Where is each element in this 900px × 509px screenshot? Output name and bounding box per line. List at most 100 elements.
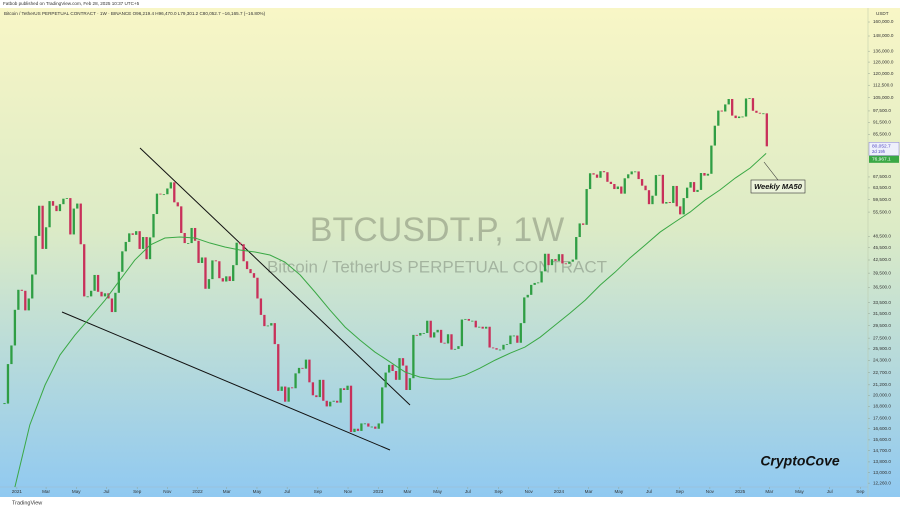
x-tick-label: Jul xyxy=(827,489,833,494)
candle-body xyxy=(474,320,477,328)
x-tick-label: Mar xyxy=(403,489,411,494)
candle-body xyxy=(83,244,86,297)
x-tick-label: Mar xyxy=(223,489,231,494)
candle-body xyxy=(651,195,654,205)
candle-body xyxy=(439,329,443,343)
candle-body xyxy=(415,334,418,336)
candle-body xyxy=(10,345,13,365)
candle-body xyxy=(13,309,17,346)
y-tick-label: 31,500.0 xyxy=(873,311,891,316)
candle-body xyxy=(699,173,703,190)
candle-body xyxy=(481,326,484,329)
candle-body xyxy=(183,232,186,244)
x-tick-label: Sep xyxy=(494,489,503,494)
candle-body xyxy=(446,334,450,344)
candle-body xyxy=(249,269,252,274)
candle-body xyxy=(536,282,540,284)
y-tick-label: 21,200.0 xyxy=(873,382,891,387)
candle-body xyxy=(588,173,592,190)
y-tick-label: 18,800.0 xyxy=(873,404,891,409)
candle-body xyxy=(748,98,751,99)
candle-body xyxy=(363,423,367,425)
candle-body xyxy=(131,233,134,235)
candle-body xyxy=(464,318,467,320)
y-tick-label: 91,500.0 xyxy=(873,120,891,125)
candle-body xyxy=(512,335,516,337)
countdown-label: 2d 19h xyxy=(872,149,886,154)
y-tick-label: 85,500.0 xyxy=(873,132,891,137)
y-tick-label: 136,000.0 xyxy=(873,48,894,53)
y-tick-label: 16,600.0 xyxy=(873,426,891,431)
callout-box xyxy=(750,179,806,194)
last-price-label: 80,052.7 xyxy=(872,144,891,150)
candle-body xyxy=(308,359,311,383)
y-tick-label: 14,700.0 xyxy=(873,448,891,453)
candle-body xyxy=(519,323,522,343)
author-watermark: CryptoCove xyxy=(760,453,840,469)
y-tick-label: 48,500.0 xyxy=(873,234,891,239)
x-tick-label: May xyxy=(614,489,623,494)
candle-body xyxy=(419,332,422,336)
candle-body xyxy=(758,112,762,114)
candle-body xyxy=(377,423,380,429)
candle-body xyxy=(356,428,360,431)
candle-body xyxy=(737,116,741,119)
candle-body xyxy=(232,265,235,282)
candle-body xyxy=(405,365,408,390)
candle-body xyxy=(703,173,706,176)
candle-body xyxy=(100,291,103,297)
candle-body xyxy=(336,400,339,403)
candle-body xyxy=(530,284,533,295)
x-tick-label: May xyxy=(795,489,804,494)
candle-body xyxy=(422,332,425,334)
candle-body xyxy=(114,292,117,313)
candle-body xyxy=(762,113,765,115)
candle-body xyxy=(606,172,609,182)
candle-body xyxy=(214,260,218,262)
watermark-symbol: BTCUSDT.P, 1W xyxy=(310,211,564,249)
candle-body xyxy=(585,189,588,225)
candle-body xyxy=(34,235,37,275)
y-tick-label: 59,500.0 xyxy=(873,197,891,202)
candle-body xyxy=(138,231,141,249)
last-price-box xyxy=(868,142,900,156)
candle-body xyxy=(297,367,301,374)
y-tick-label: 120,000.0 xyxy=(873,71,894,76)
y-tick-label: 39,500.0 xyxy=(873,270,891,275)
y-tick-label: 29,500.0 xyxy=(873,323,891,328)
candle-body xyxy=(599,171,602,178)
y-tick-label: 42,500.0 xyxy=(873,257,891,262)
candle-body xyxy=(121,251,124,272)
candle-body xyxy=(609,181,613,184)
candle-body xyxy=(578,223,581,238)
y-tick-label: 13,800.0 xyxy=(873,459,891,464)
x-tick-label: 2021 xyxy=(12,489,23,494)
candle-body xyxy=(661,174,665,204)
y-tick-label: 105,000.0 xyxy=(873,95,894,100)
x-tick-label: Nov xyxy=(344,489,353,494)
candle-body xyxy=(89,290,93,297)
candle-body xyxy=(602,171,606,173)
y-tick-label: 97,500.0 xyxy=(873,108,891,113)
x-tick-label: Jul xyxy=(646,489,652,494)
candle-body xyxy=(207,279,211,289)
candle-body xyxy=(93,274,96,291)
candle-body xyxy=(457,346,460,349)
candle-body xyxy=(765,113,768,147)
candle-body xyxy=(692,182,696,192)
candle-body xyxy=(27,298,30,311)
candle-body xyxy=(654,175,658,196)
candle-body xyxy=(658,174,661,176)
candle-body xyxy=(623,178,626,194)
candle-body xyxy=(543,253,547,272)
candle-body xyxy=(110,298,114,313)
candle-body xyxy=(124,241,127,252)
candle-body xyxy=(270,323,273,326)
x-tick-label: Mar xyxy=(765,489,773,494)
candle-body xyxy=(318,379,321,398)
candle-body xyxy=(325,400,328,407)
candle-body xyxy=(159,193,162,195)
candle-body xyxy=(55,205,58,212)
y-tick-label: 148,000.0 xyxy=(873,33,894,38)
published-note: Fatbob published on TradingView.com, Feb… xyxy=(3,1,140,6)
